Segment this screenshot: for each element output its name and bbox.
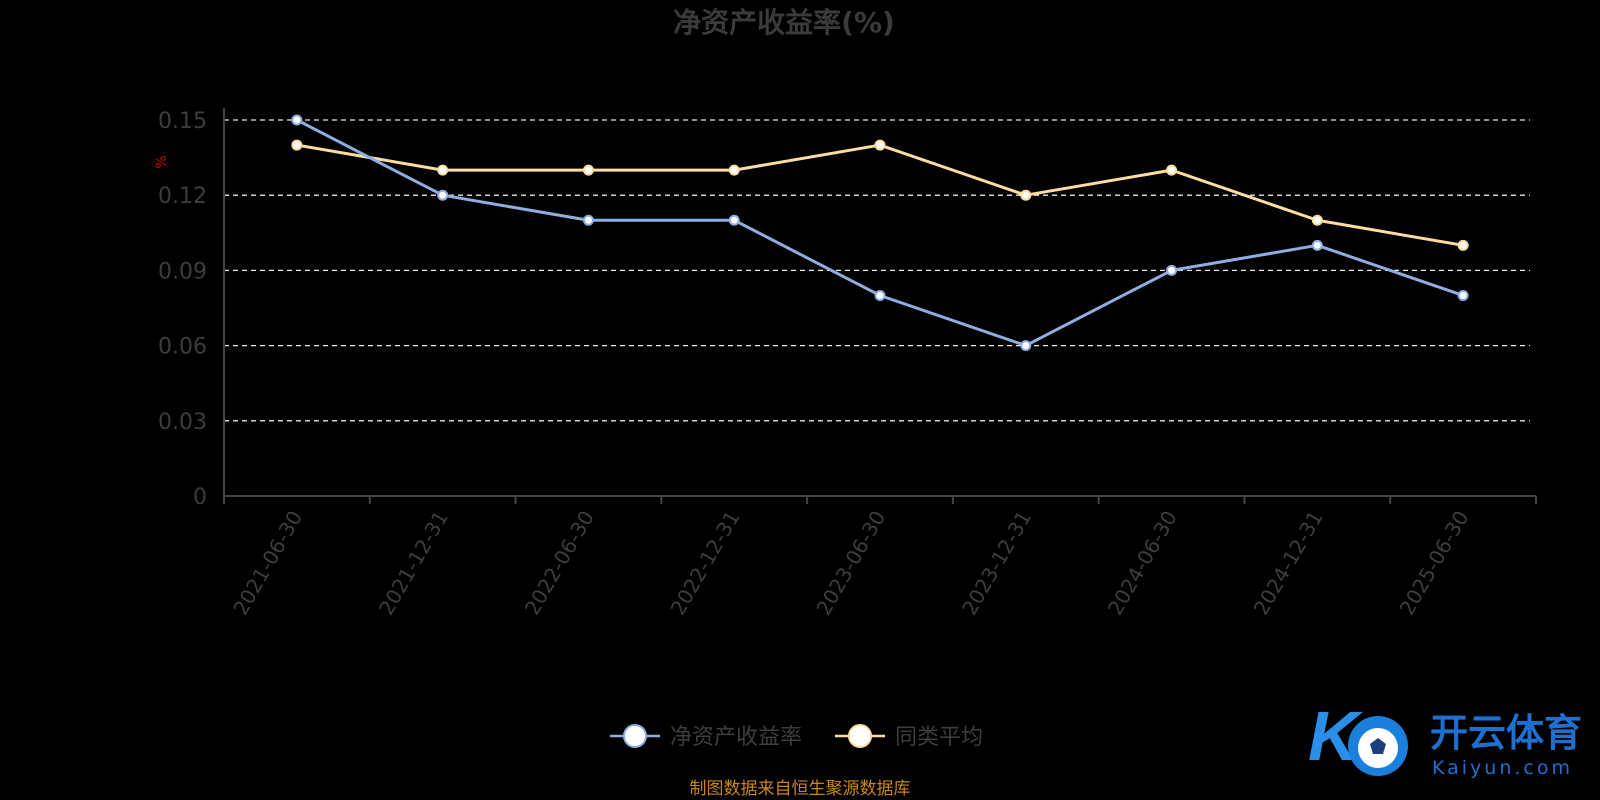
data-point[interactable] <box>437 189 449 201</box>
series-1 <box>291 139 1469 251</box>
data-point[interactable] <box>1311 214 1323 226</box>
series-line <box>296 118 1464 348</box>
legend-item-peer-average[interactable]: 同类平均 <box>835 724 983 750</box>
x-tick-label: 2022-12-31 <box>666 507 745 620</box>
data-point[interactable] <box>291 114 303 126</box>
x-tick-label: 2025-06-30 <box>1395 507 1474 620</box>
legend-item-roe[interactable]: 净资产收益率 <box>610 724 802 750</box>
x-tick-label: 2021-12-31 <box>374 506 453 619</box>
data-point[interactable] <box>582 214 594 226</box>
y-tick-label: 0.15 <box>158 109 207 134</box>
data-point[interactable] <box>1166 164 1178 176</box>
data-point[interactable] <box>1166 264 1178 276</box>
x-tick-label: 2021-06-30 <box>228 507 307 620</box>
x-axis-ticks: 2021-06-30 2021-12-31 2022-06-30 2022-12-31… <box>228 506 1473 619</box>
watermark-cn: 开云体育 <box>1430 711 1582 755</box>
data-point[interactable] <box>291 139 303 151</box>
series <box>291 114 1469 352</box>
x-tick-label: 2024-06-30 <box>1103 507 1182 620</box>
y-tick-label: 0.12 <box>158 184 207 209</box>
y-tick-label: 0.03 <box>158 410 207 435</box>
y-tick-label: 0.06 <box>158 335 207 360</box>
y-tick-label: 0 <box>193 485 207 510</box>
watermark-logo: K 开云体育 Kaiyun.com <box>1308 697 1582 779</box>
data-point[interactable] <box>437 164 449 176</box>
data-point[interactable] <box>728 164 740 176</box>
data-point[interactable] <box>1020 340 1032 352</box>
y-axis-ticks: 0 0.03 0.06 0.09 0.12 0.15 <box>158 109 207 510</box>
data-point[interactable] <box>1457 239 1469 251</box>
data-point[interactable] <box>874 139 886 151</box>
data-point[interactable] <box>728 214 740 226</box>
x-tick-label: 2022-06-30 <box>520 507 599 620</box>
data-point[interactable] <box>1311 239 1323 251</box>
data-point[interactable] <box>874 289 886 301</box>
data-point[interactable] <box>1457 289 1469 301</box>
y-tick-label: 0.09 <box>158 259 207 284</box>
x-tick-label: 2024-12-31 <box>1249 507 1328 620</box>
axes <box>223 108 1537 504</box>
x-tick-label: 2023-06-30 <box>811 507 890 620</box>
legend: 净资产收益率 同类平均 <box>610 724 983 750</box>
legend-label-roe: 净资产收益率 <box>670 725 802 750</box>
watermark-en: Kaiyun.com <box>1432 757 1573 779</box>
legend-label-peer-average: 同类平均 <box>895 725 983 750</box>
chart-title: 净资产收益率(%) <box>673 6 895 39</box>
source-note: 制图数据来自恒生聚源数据库 <box>690 779 911 799</box>
data-point[interactable] <box>582 164 594 176</box>
x-tick-label: 2023-12-31 <box>957 507 1036 620</box>
data-point[interactable] <box>1020 189 1032 201</box>
series-0 <box>291 114 1469 352</box>
y-axis-label: % <box>154 155 170 168</box>
